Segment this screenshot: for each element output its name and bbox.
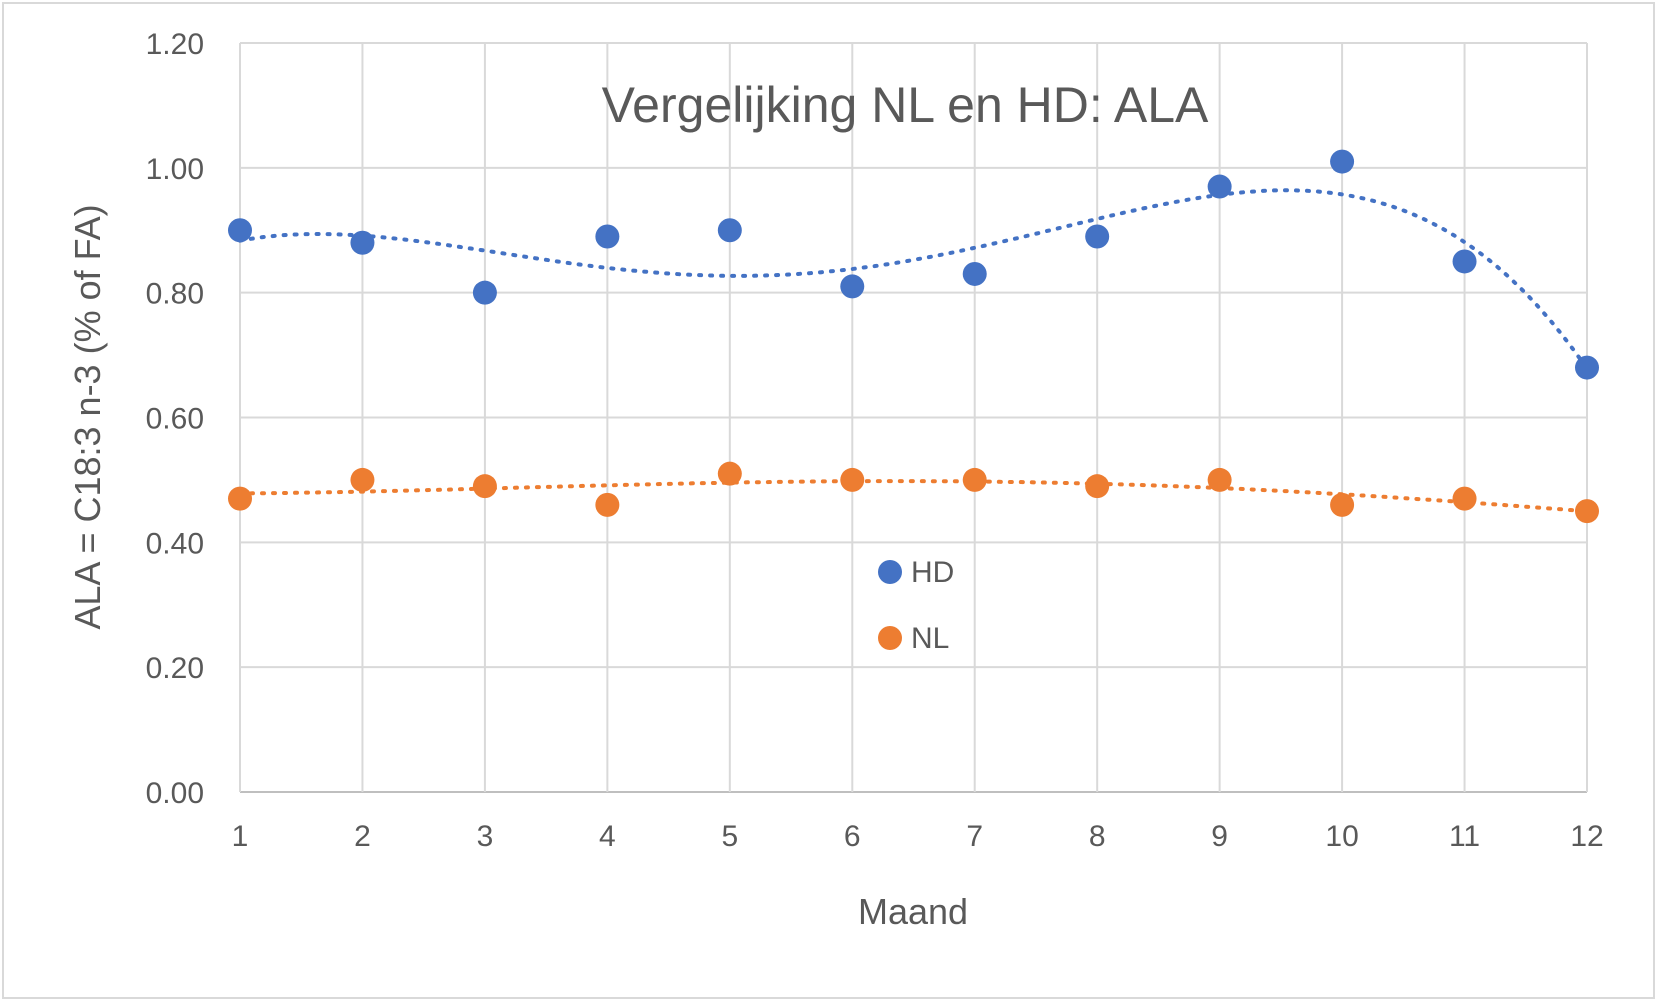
grid (239, 42, 1588, 793)
point-nl (350, 467, 375, 492)
point-nl (1452, 486, 1477, 511)
point-nl (1575, 499, 1599, 524)
point-hd (962, 261, 987, 286)
point-nl (962, 467, 987, 492)
x-tick-label: 10 (1325, 820, 1358, 853)
point-nl (1330, 492, 1355, 517)
trendlines (238, 188, 1589, 514)
y-tick-label: 1.00 (146, 153, 204, 186)
x-tick-label: 11 (1449, 820, 1480, 853)
y-tick-label: 0.20 (146, 652, 204, 685)
point-nl (717, 461, 742, 486)
chart-title: Vergelijking NL en HD: ALA (602, 77, 1209, 133)
legend-marker-nl (878, 626, 902, 650)
point-nl (595, 492, 620, 517)
y-tick-label: 0.40 (146, 527, 204, 560)
x-axis-ticks: 1 2 3 4 5 6 7 8 9 10 11 12 (232, 820, 1604, 853)
y-axis-title: ALA = C18:3 n-3 (% of FA) (67, 204, 108, 629)
point-nl (472, 474, 497, 499)
point-hd (840, 274, 865, 299)
legend-marker-hd (878, 560, 902, 584)
x-tick-label: 12 (1570, 820, 1603, 853)
point-hd (1575, 355, 1599, 380)
data-points (228, 149, 1599, 524)
point-nl (840, 467, 865, 492)
trendline-nl (238, 479, 1589, 514)
point-hd (350, 230, 375, 255)
point-hd (1207, 174, 1232, 199)
x-tick-label: 3 (477, 820, 494, 853)
y-axis-ticks: 0.00 0.20 0.40 0.60 0.80 1.00 1.20 (146, 28, 204, 810)
x-tick-label: 7 (966, 820, 983, 853)
x-tick-label: 5 (721, 820, 738, 853)
trendline-hd (238, 188, 1589, 371)
y-tick-label: 0.80 (146, 278, 204, 311)
point-hd (228, 218, 252, 243)
point-hd (472, 280, 497, 305)
point-hd (1330, 149, 1355, 174)
y-tick-label: 1.20 (146, 28, 204, 61)
y-tick-label: 0.00 (146, 777, 204, 810)
point-nl (228, 486, 252, 511)
point-hd (717, 218, 742, 243)
x-tick-label: 9 (1211, 820, 1228, 853)
y-tick-label: 0.60 (146, 403, 204, 436)
legend-label-hd: HD (911, 556, 954, 589)
point-nl (1207, 467, 1232, 492)
point-hd (1085, 224, 1110, 249)
legend: HD NL (878, 556, 954, 655)
point-hd (595, 224, 620, 249)
point-nl (1085, 474, 1110, 499)
x-tick-label: 8 (1089, 820, 1106, 853)
x-tick-label: 2 (354, 820, 371, 853)
x-tick-label: 6 (844, 820, 861, 853)
x-axis-title: Maand (858, 891, 968, 932)
x-tick-label: 4 (599, 820, 616, 853)
legend-label-nl: NL (911, 622, 949, 655)
point-hd (1452, 249, 1477, 274)
x-tick-label: 1 (232, 820, 249, 853)
